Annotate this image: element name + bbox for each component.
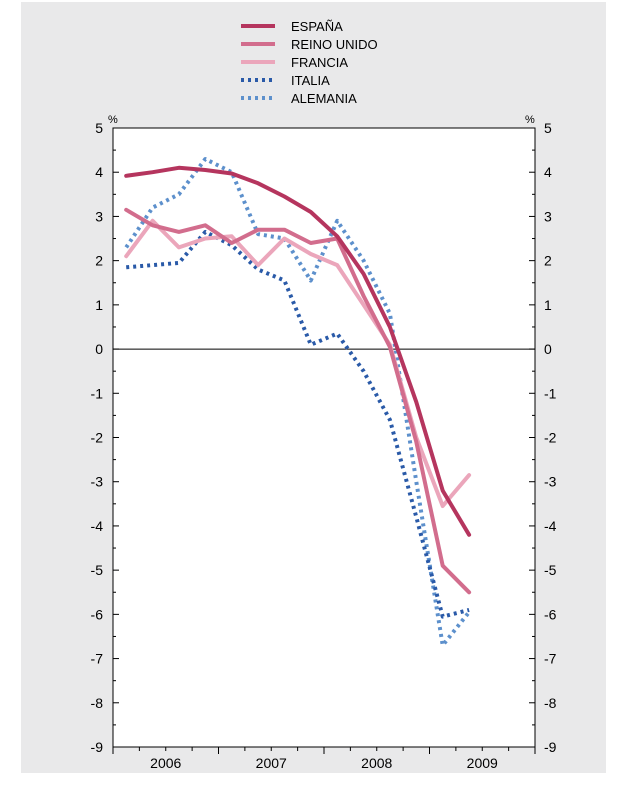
y-unit-right: % xyxy=(525,114,535,126)
y-tick-label-right: -7 xyxy=(544,651,557,667)
y-tick-label-left: 5 xyxy=(95,120,103,136)
x-tick-label: 2008 xyxy=(361,755,392,771)
y-tick-label-left: -2 xyxy=(91,430,104,446)
legend-label: ESPAÑA xyxy=(291,19,343,34)
y-tick-label-right: -5 xyxy=(544,562,557,578)
legend-label: ITALIA xyxy=(291,73,330,88)
y-tick-label-right: 0 xyxy=(544,341,552,357)
y-unit-left: % xyxy=(108,114,118,126)
y-tick-label-left: -8 xyxy=(91,695,104,711)
legend-label: REINO UNIDO xyxy=(291,37,378,52)
y-tick-label-left: 4 xyxy=(95,164,103,180)
y-tick-label-left: -9 xyxy=(91,739,104,755)
y-tick-label-right: -3 xyxy=(544,474,557,490)
y-tick-label-left: -5 xyxy=(91,562,104,578)
y-tick-label-right: -4 xyxy=(544,518,557,534)
y-tick-label-right: 5 xyxy=(544,120,552,136)
y-tick-label-left: 2 xyxy=(95,253,103,269)
y-tick-label-right: 1 xyxy=(544,297,552,313)
y-tick-label-left: 0 xyxy=(95,341,103,357)
x-tick-label: 2006 xyxy=(150,755,181,771)
legend-label: FRANCIA xyxy=(291,55,348,70)
x-tick-label: 2007 xyxy=(256,755,287,771)
y-tick-label-right: -8 xyxy=(544,695,557,711)
y-tick-label-right: 4 xyxy=(544,164,552,180)
y-tick-label-left: 1 xyxy=(95,297,103,313)
y-tick-label-left: -4 xyxy=(91,518,104,534)
y-tick-label-left: -1 xyxy=(91,385,104,401)
y-tick-label-right: -1 xyxy=(544,385,557,401)
legend-label: ALEMANIA xyxy=(291,91,357,106)
y-tick-label-right: -6 xyxy=(544,606,557,622)
x-tick-label: 2009 xyxy=(467,755,498,771)
y-tick-label-right: -2 xyxy=(544,430,557,446)
y-tick-label-left: -3 xyxy=(91,474,104,490)
y-tick-label-left: -6 xyxy=(91,606,104,622)
y-tick-label-left: -7 xyxy=(91,651,104,667)
y-tick-label-left: 3 xyxy=(95,208,103,224)
y-tick-label-right: -9 xyxy=(544,739,557,755)
y-tick-label-right: 3 xyxy=(544,208,552,224)
y-tick-label-right: 2 xyxy=(544,253,552,269)
